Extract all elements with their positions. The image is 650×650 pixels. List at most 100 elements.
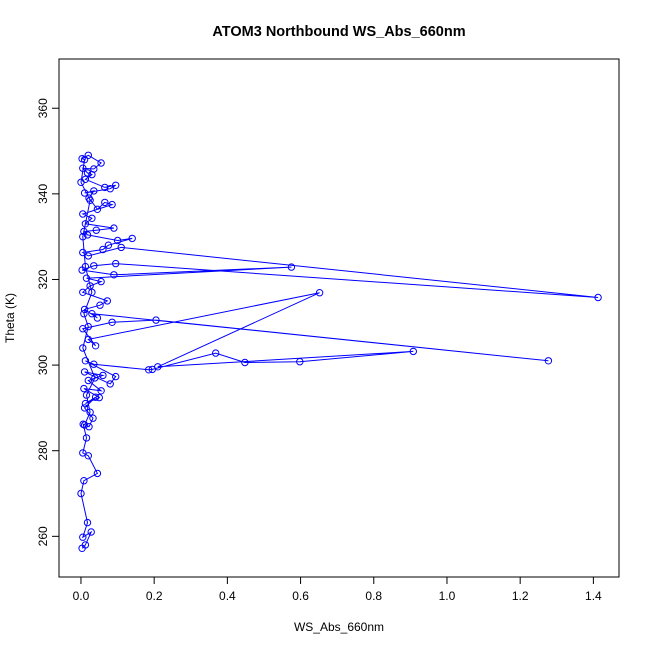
data-point [287,263,296,271]
data-point [152,316,160,324]
data-point [83,518,92,527]
data-point [110,271,118,279]
data-point [96,301,104,309]
data-point [81,357,90,365]
data-point [87,528,95,536]
x-tick-label: 0.8 [365,589,382,603]
chart-title: ATOM3 Northbound WS_Abs_660nm [212,24,465,40]
data-point [88,288,96,296]
data-point [86,408,94,416]
y-tick-label: 360 [36,98,50,118]
data-point [84,151,93,160]
data-point [241,358,249,367]
data-point [79,533,87,541]
x-axis: 0.0 0.2 0.4 0.6 0.8 1.0 1.2 1.4 [73,576,602,603]
data-point [315,289,324,297]
data-point [594,293,602,302]
data-point [112,372,120,381]
data-point [79,449,87,457]
data-point [95,393,104,402]
data-point [80,310,88,318]
x-axis-label: WS_Abs_660nm [294,620,384,634]
data-point [91,393,100,401]
data-point [97,387,105,395]
data-point [101,183,109,192]
data-point [80,477,88,485]
data-point [80,189,89,197]
data-point [91,374,99,382]
x-tick-label: 0.2 [146,589,163,603]
y-axis-label: Theta (K) [3,293,17,343]
data-point [83,169,92,177]
y-tick-label: 300 [36,355,50,375]
data-point [117,243,125,252]
data-point [106,380,114,388]
data-point [128,234,136,243]
data-point [97,159,105,167]
data-point [103,297,112,305]
data-point [84,322,93,331]
data-point [97,277,105,286]
data-point [110,224,118,232]
series-line [80,154,599,549]
data-point [80,305,89,314]
data-point [99,371,107,380]
data-point [91,342,100,350]
data-point [84,452,93,460]
data-point [84,376,93,385]
data-point [80,421,89,429]
y-axis: 260 280 300 320 340 360 [36,98,60,546]
data-point [113,236,122,245]
data-point [81,220,90,228]
y-tick-label: 260 [36,526,50,546]
data-point [80,155,89,164]
data-point [88,310,96,318]
data-point [77,178,85,187]
data-point [79,288,87,296]
data-point [104,241,113,249]
data-point [77,489,85,498]
y-tick-label: 320 [36,269,50,289]
data-point [85,423,93,431]
data-point [81,262,90,271]
data-point [82,434,91,442]
data-point [108,318,116,326]
data-point [79,344,87,352]
data-point [93,205,102,214]
data-point [99,245,107,254]
data-point [80,368,89,376]
data-point [106,185,114,193]
data-point [409,347,417,356]
y-tick-label: 340 [36,184,50,204]
data-point [90,360,98,368]
data-point [112,181,120,190]
x-tick-label: 0.0 [73,589,90,603]
data-point [112,259,120,268]
data-point [88,214,96,223]
data-point [544,357,553,365]
plot-area [77,151,602,552]
x-tick-label: 1.0 [439,589,456,603]
data-point [90,262,98,270]
data-point [93,469,102,478]
data-point [79,248,87,257]
data-point [79,210,87,218]
data-point [82,274,91,282]
data-point [84,335,93,344]
data-point [84,252,93,260]
x-tick-label: 1.2 [512,589,529,603]
data-point [82,391,91,399]
data-point [296,358,304,366]
data-point [81,541,90,549]
data-point [145,366,153,374]
data-point [108,200,116,209]
data-point [80,227,88,236]
data-point [92,226,101,234]
plot-box [58,58,620,578]
data-point [80,384,88,393]
x-tick-label: 0.4 [219,589,236,603]
data-point [81,399,90,408]
data-point [90,187,98,195]
x-tick-label: 1.4 [585,589,602,603]
